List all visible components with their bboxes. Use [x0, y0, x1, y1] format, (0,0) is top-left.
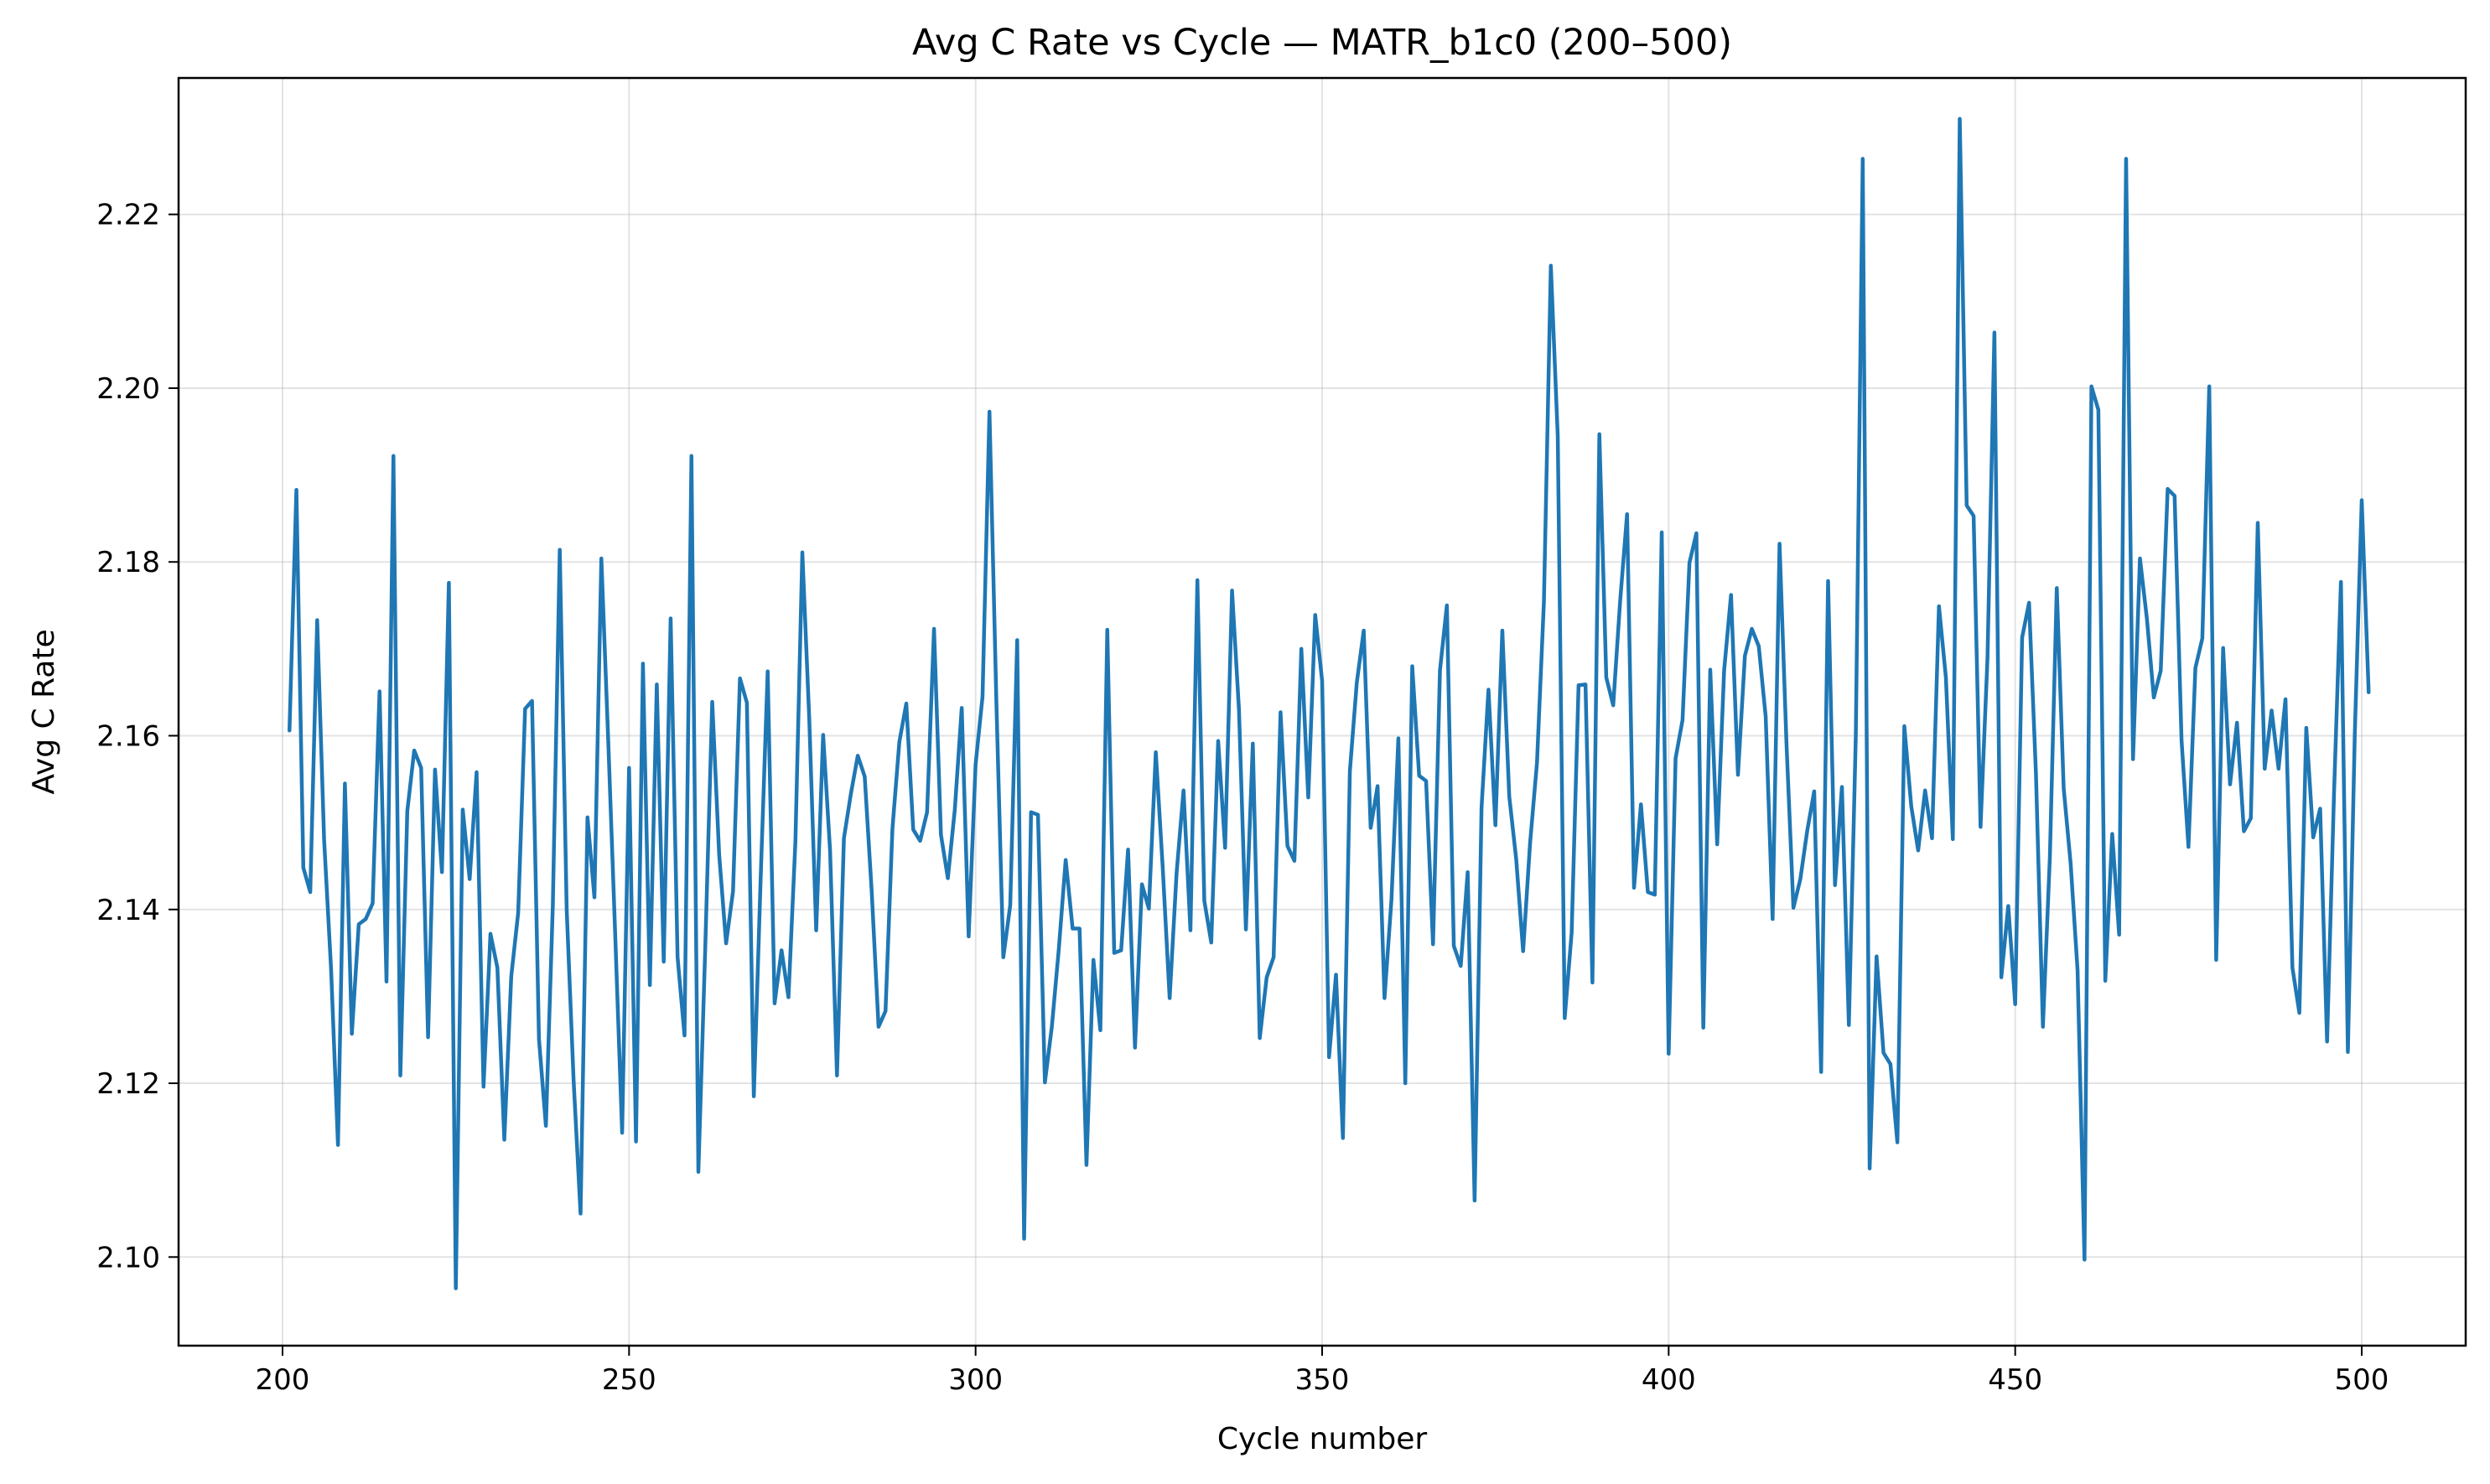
- y-tick-label: 2.12: [96, 1067, 160, 1101]
- y-tick-label: 2.22: [96, 199, 160, 232]
- x-axis-label: Cycle number: [1217, 1422, 1428, 1456]
- series-line: [288, 117, 2371, 1290]
- x-tick-label: 500: [2335, 1363, 2389, 1397]
- y-axis-ticks: 2.10 2.12 2.14 2.16 2.18 2.20 2.22: [96, 199, 179, 1274]
- x-tick-label: 250: [602, 1363, 656, 1397]
- y-axis-label: Avg C Rate: [27, 629, 61, 794]
- y-tick-label: 2.16: [96, 719, 160, 753]
- chart-title: Avg C Rate vs Cycle — MATR_b1c0 (200–500…: [912, 22, 1732, 64]
- y-tick-label: 2.18: [96, 546, 160, 579]
- y-tick-label: 2.20: [96, 372, 160, 406]
- y-tick-label: 2.10: [96, 1241, 160, 1274]
- x-axis-ticks: 200 250 300 350 400 450 500: [256, 1346, 2389, 1397]
- x-tick-label: 400: [1642, 1363, 1696, 1397]
- series-layer: [288, 117, 2371, 1290]
- x-tick-label: 350: [1295, 1363, 1350, 1397]
- x-tick-label: 450: [1988, 1363, 2042, 1397]
- x-tick-label: 200: [256, 1363, 310, 1397]
- y-tick-label: 2.14: [96, 894, 160, 927]
- x-tick-label: 300: [948, 1363, 1003, 1397]
